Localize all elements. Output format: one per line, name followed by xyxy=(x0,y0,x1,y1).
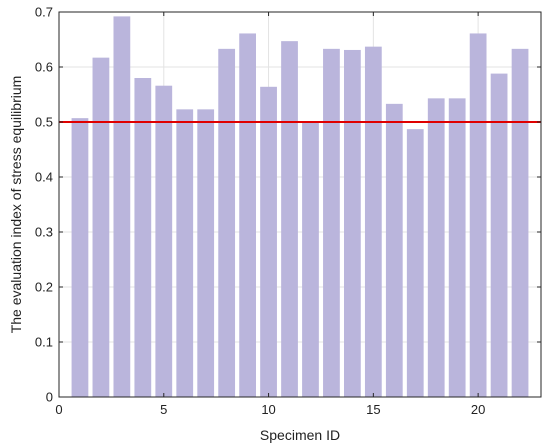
y-tick-label: 0.2 xyxy=(35,280,53,295)
bar-specimen-1 xyxy=(71,118,89,398)
bar-specimen-11 xyxy=(281,41,298,398)
bar-specimen-16 xyxy=(385,103,403,397)
bars xyxy=(71,16,529,398)
bar-specimen-8 xyxy=(218,48,236,397)
bar-specimen-10 xyxy=(260,86,277,398)
bar-specimen-15 xyxy=(364,46,382,398)
bar-specimen-18 xyxy=(427,98,445,397)
bar-specimen-2 xyxy=(92,57,110,398)
x-axis-title: Specimen ID xyxy=(260,427,340,443)
bar-specimen-19 xyxy=(448,98,466,397)
bar-specimen-3 xyxy=(113,16,131,398)
x-tick-label: 0 xyxy=(55,402,62,417)
y-tick-label: 0.4 xyxy=(35,170,53,185)
x-tick-label: 5 xyxy=(160,402,167,417)
bar-specimen-13 xyxy=(323,48,340,397)
y-tick-label: 0.1 xyxy=(35,335,53,350)
plot-frame xyxy=(58,11,542,398)
axes: 0 5 10 15 20 0 0.1 0.2 0.3 0.4 0.5 0.6 0.7 xyxy=(35,5,542,417)
bar-specimen-20 xyxy=(469,33,487,397)
bar-specimen-4 xyxy=(134,78,152,397)
bar-specimen-14 xyxy=(344,49,361,397)
y-axis-title: The evaluation index of stress equilibri… xyxy=(8,76,24,334)
x-tick-label: 20 xyxy=(471,402,485,417)
grid-lines xyxy=(58,11,541,398)
bar-specimen-9 xyxy=(239,33,256,397)
bar-specimen-17 xyxy=(406,129,424,397)
y-tick-label: 0.3 xyxy=(35,225,53,240)
y-tick-label: 0 xyxy=(46,390,53,405)
bar-specimen-6 xyxy=(176,109,194,397)
y-tick-label: 0.7 xyxy=(35,5,53,20)
bar-specimen-7 xyxy=(197,109,215,397)
bar-specimen-5 xyxy=(155,85,173,397)
bar-specimen-12 xyxy=(302,122,319,397)
bar-specimen-22 xyxy=(511,48,529,397)
bar-specimen-21 xyxy=(490,73,508,397)
y-tick-label: 0.5 xyxy=(35,115,53,130)
y-tick-label: 0.6 xyxy=(35,60,53,75)
x-tick-label: 15 xyxy=(366,402,380,417)
x-tick-label: 10 xyxy=(261,402,275,417)
